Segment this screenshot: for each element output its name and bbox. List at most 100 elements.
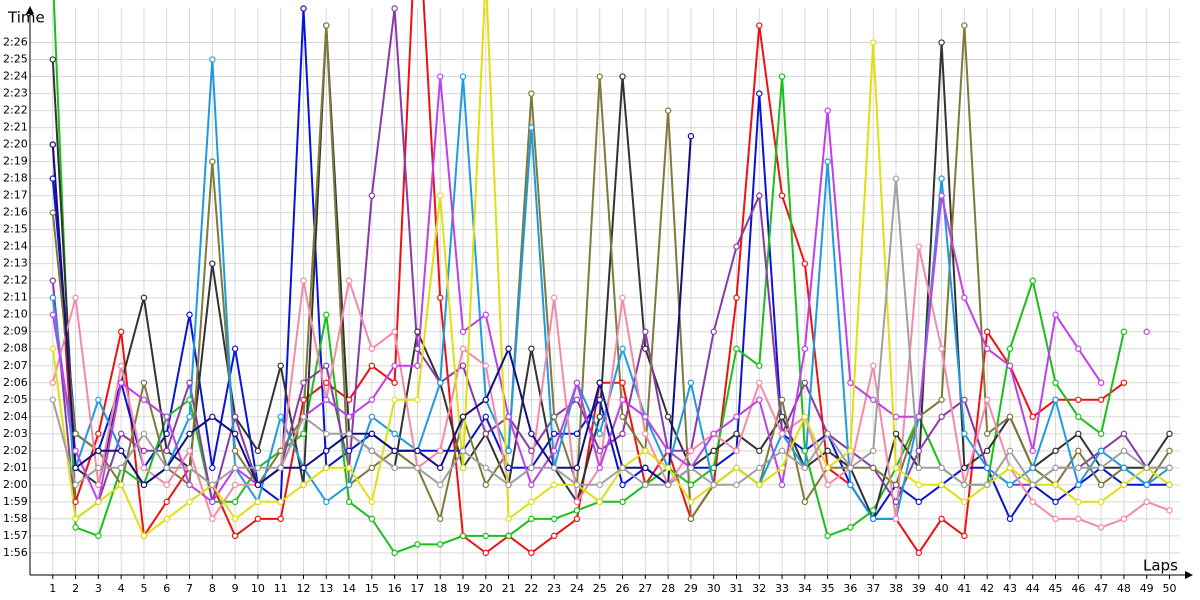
data-point xyxy=(892,175,900,182)
data-point xyxy=(482,311,489,318)
data-point xyxy=(231,345,239,352)
data-point xyxy=(756,22,763,29)
data-point xyxy=(938,481,945,489)
data-point xyxy=(596,430,603,438)
data-point xyxy=(664,447,672,455)
data-point xyxy=(778,396,786,403)
data-point xyxy=(961,532,968,540)
y-tick-label: 2:16 xyxy=(3,206,28,219)
data-point xyxy=(1029,481,1036,489)
y-tick-label: 2:18 xyxy=(3,172,28,185)
axes: Time Laps 1 2 3 4 5 6 7 8 9 10 11 12 13 14 15 16 17 18 19 2… xyxy=(3,6,1193,595)
data-point xyxy=(505,413,512,420)
x-tick-label: 3 xyxy=(95,582,102,595)
x-tick-label: 19 xyxy=(456,582,470,595)
data-point xyxy=(733,430,740,438)
y-tick-label: 2:22 xyxy=(3,104,28,117)
data-point xyxy=(961,396,968,403)
data-point xyxy=(140,481,148,489)
data-point xyxy=(710,447,717,455)
data-point xyxy=(117,379,125,386)
data-point xyxy=(619,413,626,420)
data-point xyxy=(870,396,877,403)
x-tick-label: 48 xyxy=(1117,582,1131,595)
data-point xyxy=(414,447,421,455)
data-point xyxy=(209,56,216,63)
data-point xyxy=(323,362,330,369)
data-point xyxy=(983,396,991,403)
series-line xyxy=(51,59,1171,520)
data-point xyxy=(824,430,831,438)
data-point xyxy=(550,430,558,438)
data-point xyxy=(915,464,923,472)
data-point xyxy=(573,498,581,506)
data-point xyxy=(938,464,945,472)
data-point xyxy=(687,481,695,489)
data-point xyxy=(72,515,79,523)
data-point xyxy=(915,498,923,506)
x-tick-label: 16 xyxy=(388,582,402,595)
y-tick-label: 2:10 xyxy=(3,308,28,321)
x-tick-label: 4 xyxy=(118,582,125,595)
data-point xyxy=(619,294,626,301)
data-point xyxy=(824,481,831,489)
data-point xyxy=(619,498,626,506)
x-tick-label: 17 xyxy=(410,582,424,595)
data-point xyxy=(482,481,489,489)
data-point xyxy=(801,464,809,472)
data-point xyxy=(573,430,581,438)
y-tick-label: 2:12 xyxy=(3,274,28,287)
x-tick-label: 29 xyxy=(684,582,698,595)
data-point xyxy=(391,396,398,403)
data-point xyxy=(710,464,717,472)
data-point xyxy=(983,464,991,472)
data-point xyxy=(231,532,239,540)
data-point xyxy=(870,447,877,455)
data-point xyxy=(345,498,353,506)
data-point xyxy=(824,447,831,455)
data-point xyxy=(528,345,535,352)
data-point xyxy=(733,243,740,250)
data-point xyxy=(72,481,79,489)
data-point xyxy=(596,396,603,403)
data-point xyxy=(72,524,79,531)
data-point xyxy=(163,430,170,438)
data-point xyxy=(391,379,398,386)
data-point xyxy=(140,379,148,386)
data-point xyxy=(550,464,558,472)
data-point xyxy=(323,379,330,386)
data-point xyxy=(1166,447,1173,455)
data-point xyxy=(437,294,444,301)
x-tick-label: 27 xyxy=(638,582,652,595)
data-point xyxy=(824,107,831,114)
data-point xyxy=(778,464,786,472)
data-point xyxy=(733,294,740,301)
data-point xyxy=(163,413,170,420)
data-point xyxy=(687,379,695,386)
x-tick-label: 39 xyxy=(912,582,926,595)
data-point xyxy=(254,515,262,523)
data-point xyxy=(505,515,512,523)
data-point xyxy=(847,481,854,489)
data-point xyxy=(1120,328,1128,335)
data-point xyxy=(938,175,945,182)
data-point xyxy=(505,532,512,540)
data-point xyxy=(1097,481,1105,489)
data-point xyxy=(231,498,239,506)
data-point xyxy=(140,396,148,403)
x-tick-label: 33 xyxy=(775,582,789,595)
x-axis-arrow xyxy=(1185,571,1193,579)
data-point xyxy=(801,345,809,352)
data-point xyxy=(72,430,79,438)
data-point xyxy=(186,311,193,318)
data-point xyxy=(983,481,991,489)
data-point xyxy=(345,413,353,420)
y-tick-label: 2:23 xyxy=(3,87,28,100)
data-point xyxy=(1029,277,1036,284)
data-point xyxy=(368,192,376,199)
data-point xyxy=(1075,396,1082,403)
data-point xyxy=(756,362,763,369)
data-point xyxy=(482,464,489,472)
data-point xyxy=(528,90,535,97)
data-point xyxy=(847,447,854,455)
